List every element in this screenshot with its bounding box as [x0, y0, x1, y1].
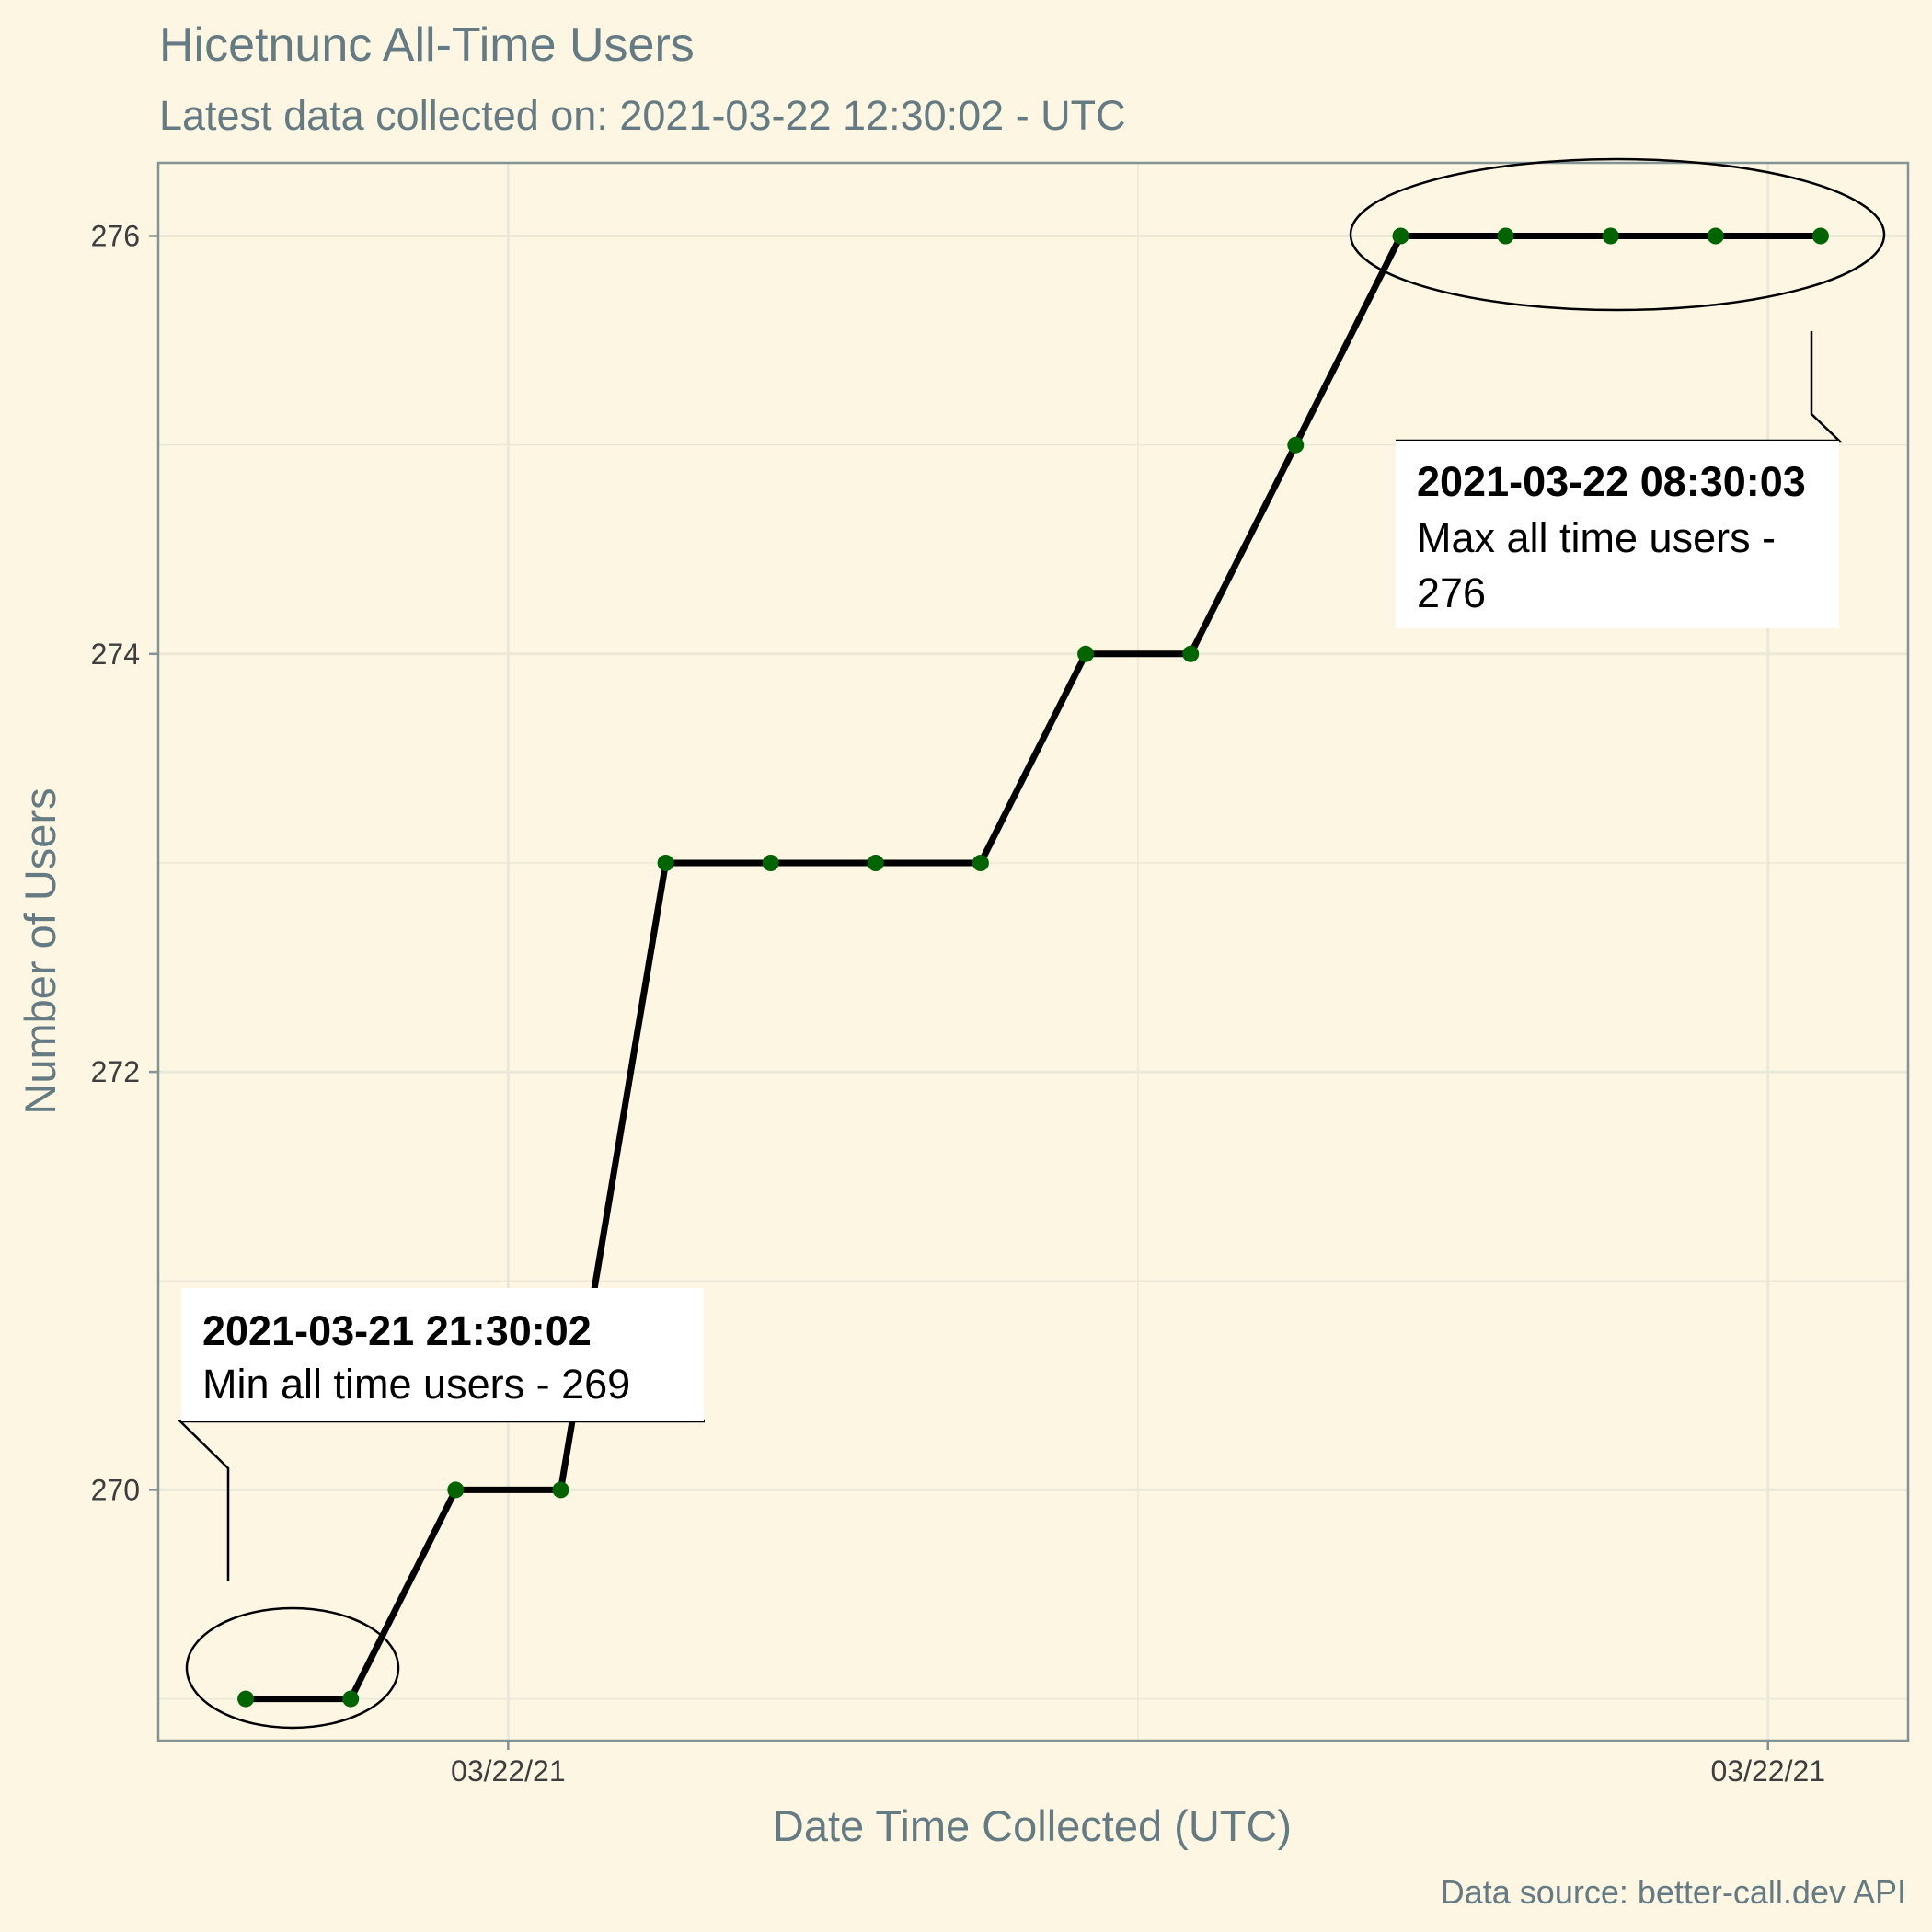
x-tick-label: 03/22/21	[451, 1754, 566, 1788]
max-annotation-text-line-2: 276	[1417, 569, 1486, 616]
x-tick-label: 03/22/21	[1710, 1754, 1825, 1788]
y-tick-label: 270	[91, 1473, 140, 1506]
data-point	[1602, 227, 1619, 245]
chart-subtitle: Latest data collected on: 2021-03-22 12:…	[159, 92, 1126, 139]
data-point	[1811, 227, 1829, 245]
max-annotation-text-line-1: Max all time users -	[1417, 514, 1776, 561]
y-tick-label: 274	[91, 638, 140, 671]
data-point	[657, 855, 674, 871]
x-axis-title: Date Time Collected (UTC)	[773, 1801, 1292, 1850]
chart-title: Hicetnunc All-Time Users	[159, 18, 695, 72]
max-annotation-title: 2021-03-22 08:30:03	[1417, 458, 1806, 505]
chart-caption: Data source: better-call.dev API	[1441, 1873, 1906, 1911]
y-axis-title: Number of Users	[16, 788, 64, 1114]
min-annotation-box	[181, 1288, 704, 1421]
max-highlight-ellipse	[1349, 157, 1886, 312]
series-line	[246, 233, 1821, 1703]
data-point	[1182, 645, 1200, 662]
min-annotation-text: Min all time users - 269	[202, 1361, 630, 1408]
data-point	[1392, 227, 1409, 245]
data-point	[342, 1690, 360, 1708]
data-point	[1287, 436, 1305, 454]
data-point	[972, 855, 989, 871]
y-tick-label: 272	[91, 1055, 140, 1088]
plot-panel-border	[156, 161, 1910, 1742]
data-point	[1077, 645, 1095, 662]
y-axis: 270 272 274 276	[91, 220, 158, 1506]
data-point	[447, 1481, 465, 1499]
data-point	[1707, 227, 1724, 245]
series-points	[237, 227, 1829, 1708]
y-tick-label: 276	[91, 220, 140, 253]
data-point	[762, 855, 779, 871]
data-point	[237, 1690, 255, 1708]
min-annotation-title: 2021-03-21 21:30:02	[202, 1307, 592, 1354]
max-annotation-box	[1396, 441, 1839, 628]
data-point	[552, 1481, 569, 1499]
min-highlight-ellipse	[185, 1606, 400, 1730]
data-point	[1497, 227, 1514, 245]
data-point	[867, 855, 884, 871]
